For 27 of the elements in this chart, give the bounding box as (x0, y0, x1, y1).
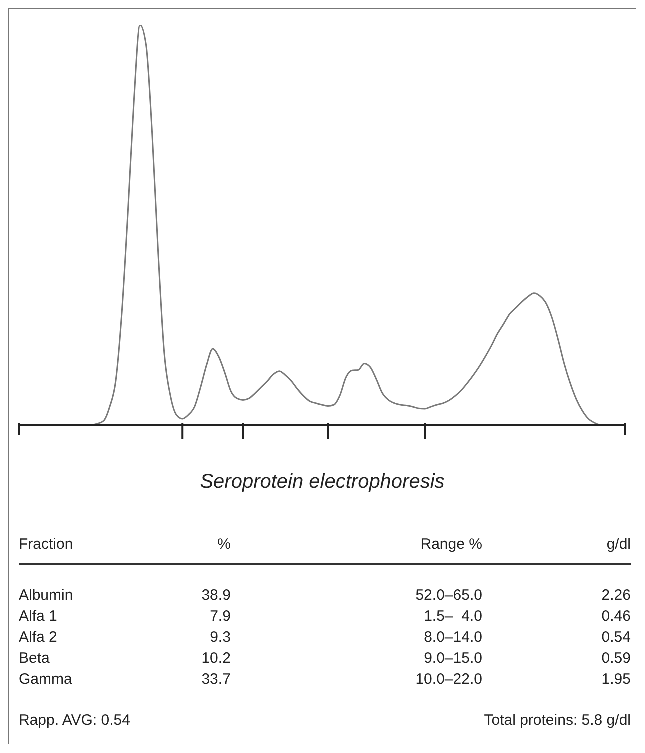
text: Fraction (19, 535, 74, 555)
text: 0.59 (600, 649, 631, 669)
text: Albumin (19, 586, 74, 606)
text: 33.7 (200, 670, 231, 690)
text: Beta (19, 649, 51, 669)
text: 9.0–15.0 (423, 649, 482, 669)
text: 0.54 (600, 628, 631, 648)
text: Total proteins: 5.8 g/dl (484, 712, 631, 729)
text: Alfa 2 (19, 628, 58, 648)
text: % (216, 535, 231, 555)
text: g/dl (606, 535, 631, 555)
text: 0.46 (600, 607, 631, 627)
text: 2.26 (600, 586, 631, 606)
text: 1.95 (600, 670, 631, 690)
text: Seroprotein electrophoresis (199, 471, 446, 494)
text: 52.0–65.0 (414, 586, 482, 606)
text: 7.9 (209, 607, 231, 627)
text: 8.0–14.0 (423, 628, 482, 648)
text: 10.2 (200, 649, 231, 669)
text: Range % (420, 535, 482, 555)
text: Rapp. AVG: 0.54 (19, 712, 130, 729)
text: 1.5– 4.0 (423, 607, 482, 627)
text: 38.9 (200, 586, 231, 606)
text: Gamma (19, 670, 74, 690)
text: Alfa 1 (19, 607, 58, 627)
text: 10.0–22.0 (414, 670, 482, 690)
text: 9.3 (209, 628, 231, 648)
